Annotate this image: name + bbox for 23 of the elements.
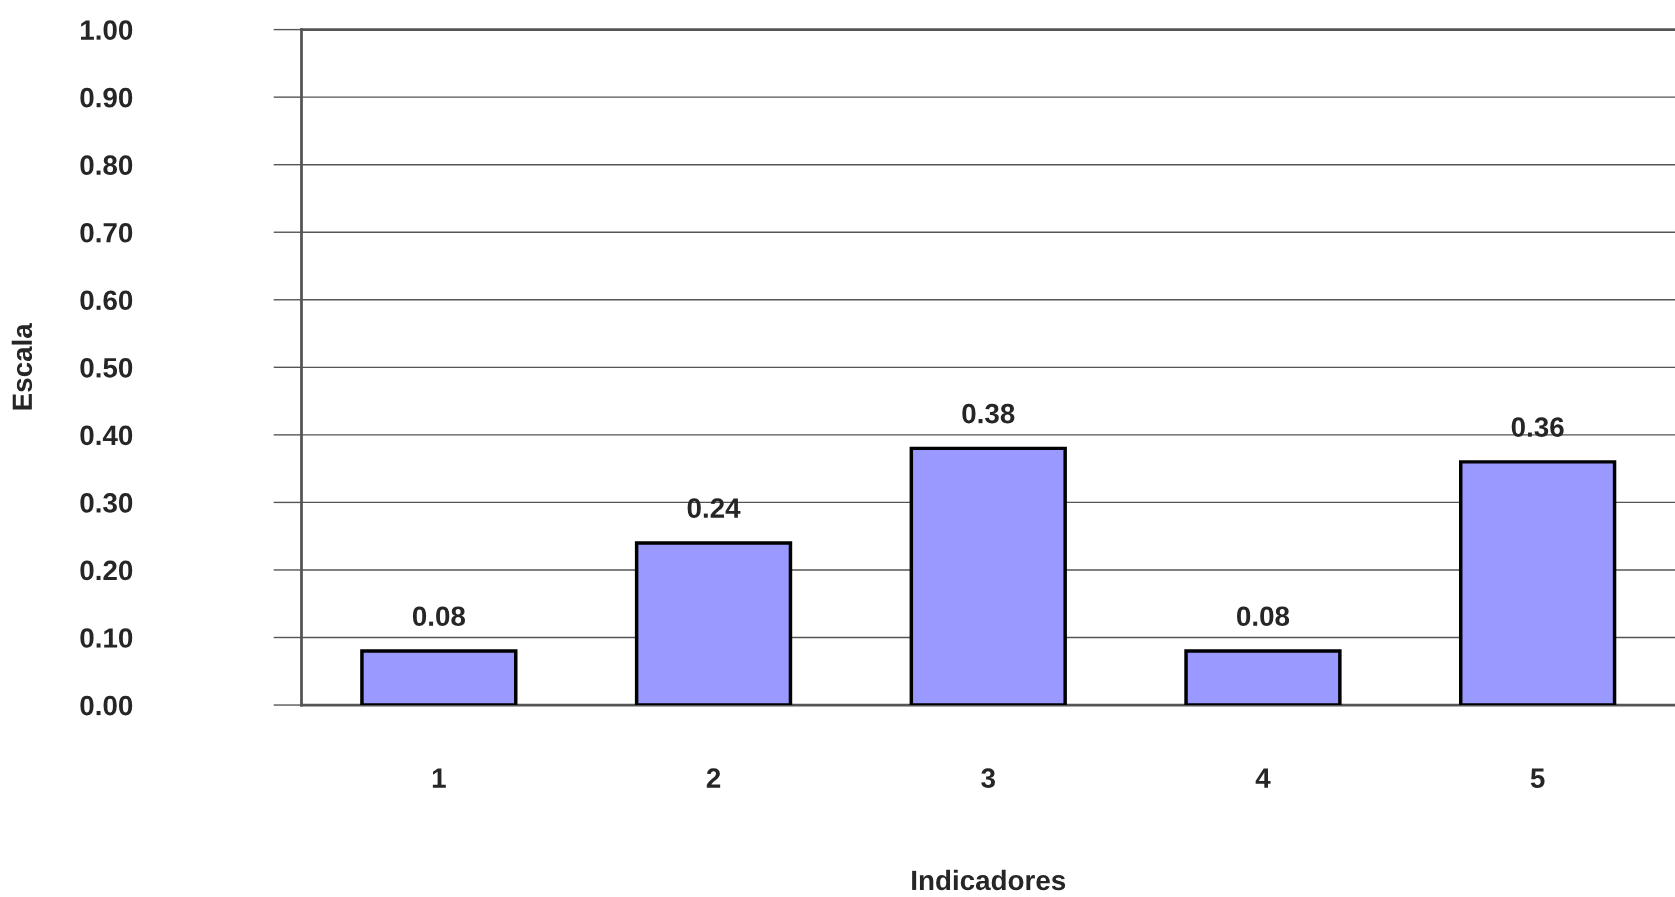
x-tick-label: 2 [706, 768, 721, 788]
data-label: 0.38 [962, 403, 1015, 424]
y-tick-label: 1.00 [81, 20, 133, 40]
data-label: 0.24 [687, 498, 741, 518]
x-tick-label: 5 [1530, 768, 1545, 788]
y-tick-label: 0.00 [80, 695, 133, 716]
y-tick-label: 0.10 [80, 628, 133, 648]
x-axis-title: Indicadores [912, 869, 1066, 891]
y-tick-label: 0.70 [80, 222, 133, 243]
y-axis-title: Escala [11, 323, 33, 410]
y-tick-label: 0.90 [80, 87, 133, 108]
x-tick-label: 3 [981, 768, 995, 788]
data-label: 0.36 [1511, 417, 1564, 437]
data-label: 0.08 [412, 606, 466, 627]
y-tick-label: 0.20 [80, 560, 133, 581]
y-tick-label: 0.30 [80, 493, 133, 513]
y-tick-label: 0.50 [80, 357, 133, 378]
x-tick-label: 1 [432, 768, 446, 788]
y-tick-label: 0.60 [80, 290, 133, 311]
x-tick-label: 4 [1255, 768, 1271, 788]
y-tick-label: 0.80 [80, 155, 133, 176]
y-tick-label: 0.40 [80, 425, 133, 446]
data-label: 0.08 [1237, 606, 1290, 627]
